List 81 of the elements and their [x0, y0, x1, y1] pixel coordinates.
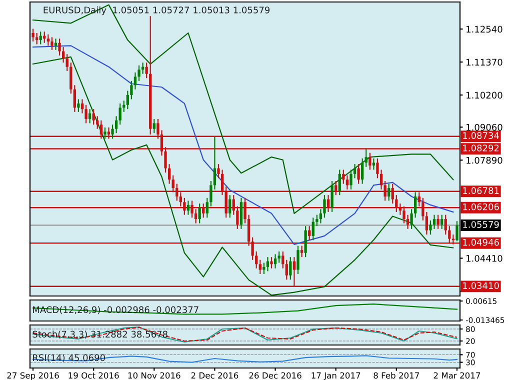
candlestick	[77, 98, 80, 112]
candlestick	[88, 108, 92, 124]
candlestick	[364, 148, 368, 168]
candlestick	[406, 214, 410, 230]
candlestick	[388, 183, 390, 202]
x-tick-label: 10 Nov 2016	[128, 372, 180, 379]
candlestick	[304, 226, 307, 258]
candlestick	[308, 226, 311, 241]
candlestick	[361, 158, 364, 184]
candlestick	[145, 62, 148, 79]
candlestick	[92, 108, 95, 126]
x-tick-label: 8 Feb 2017	[374, 372, 419, 379]
candlestick	[432, 214, 436, 230]
x-tick-label: 19 Oct 2016	[68, 372, 119, 379]
candlestick	[32, 28, 34, 42]
candlestick	[285, 259, 288, 280]
y-tick-label: 1.09060	[466, 124, 502, 131]
candlestick	[270, 256, 273, 269]
candlestick	[73, 84, 76, 112]
candlestick	[240, 197, 243, 230]
x-tick-label: 2 Dec 2016	[191, 372, 238, 379]
candlestick	[316, 214, 318, 227]
line-series	[32, 4, 454, 214]
line-series	[32, 304, 458, 315]
x-tick-label: 26 Dec 2016	[249, 372, 302, 379]
candlestick	[440, 214, 444, 230]
candlestick	[296, 245, 300, 275]
candlestick	[289, 256, 292, 280]
candlestick	[436, 214, 440, 230]
ref-line-label: 1.08734	[463, 132, 499, 139]
y-tick-label: 1.07890	[466, 156, 502, 164]
candlestick	[456, 220, 458, 242]
candlestick	[66, 54, 68, 72]
candlestick	[368, 152, 372, 170]
y-tick-label: 1.10200	[466, 92, 502, 99]
line-series	[32, 56, 454, 296]
candlestick	[444, 214, 447, 236]
y-tick-label: 1.04410	[466, 254, 502, 262]
candlestick	[338, 169, 341, 196]
ref-line-label: 1.03410	[463, 282, 499, 290]
candlestick	[104, 126, 106, 140]
candlestick	[114, 116, 118, 134]
ref-line-label: 1.05579	[463, 221, 499, 228]
candlestick	[357, 164, 360, 184]
candlestick	[152, 118, 156, 134]
ref-line-label: 1.06781	[463, 187, 499, 194]
candlestick	[228, 194, 232, 218]
candlestick	[282, 250, 284, 269]
x-tick-label: 27 Sep 2016	[7, 372, 59, 380]
candlestick	[126, 90, 129, 110]
candlestick	[198, 202, 201, 224]
candlestick	[70, 62, 72, 94]
candlestick	[372, 158, 376, 170]
candlestick	[410, 208, 413, 230]
candlestick	[58, 38, 61, 56]
y-tick-label: 1.11370	[466, 58, 502, 66]
candlestick	[46, 34, 50, 46]
x-tick-label: 2 Mar 2017	[434, 372, 480, 379]
candlestick	[425, 211, 428, 236]
y-tick-label: 1.12540	[466, 26, 502, 33]
candlestick	[342, 169, 345, 184]
candlestick	[35, 32, 38, 45]
line-series	[32, 355, 458, 363]
ref-line-label: 1.04946	[463, 238, 499, 246]
candlestick	[186, 200, 190, 216]
candlestick	[50, 36, 54, 50]
candlestick	[206, 197, 208, 218]
candlestick	[258, 259, 262, 275]
line-series	[32, 45, 454, 245]
ref-line-label: 1.08292	[463, 144, 499, 152]
x-tick-label: 17 Jan 2017	[312, 372, 360, 380]
ref-line-label: 1.06206	[463, 203, 499, 210]
candlestick	[312, 217, 314, 241]
candlestick	[330, 180, 334, 213]
candlestick	[266, 256, 270, 272]
candlestick	[274, 254, 277, 269]
candlestick	[300, 245, 304, 258]
candlestick	[414, 192, 417, 218]
candlestick	[118, 102, 122, 126]
candlestick	[255, 250, 258, 269]
candlestick	[62, 46, 65, 64]
